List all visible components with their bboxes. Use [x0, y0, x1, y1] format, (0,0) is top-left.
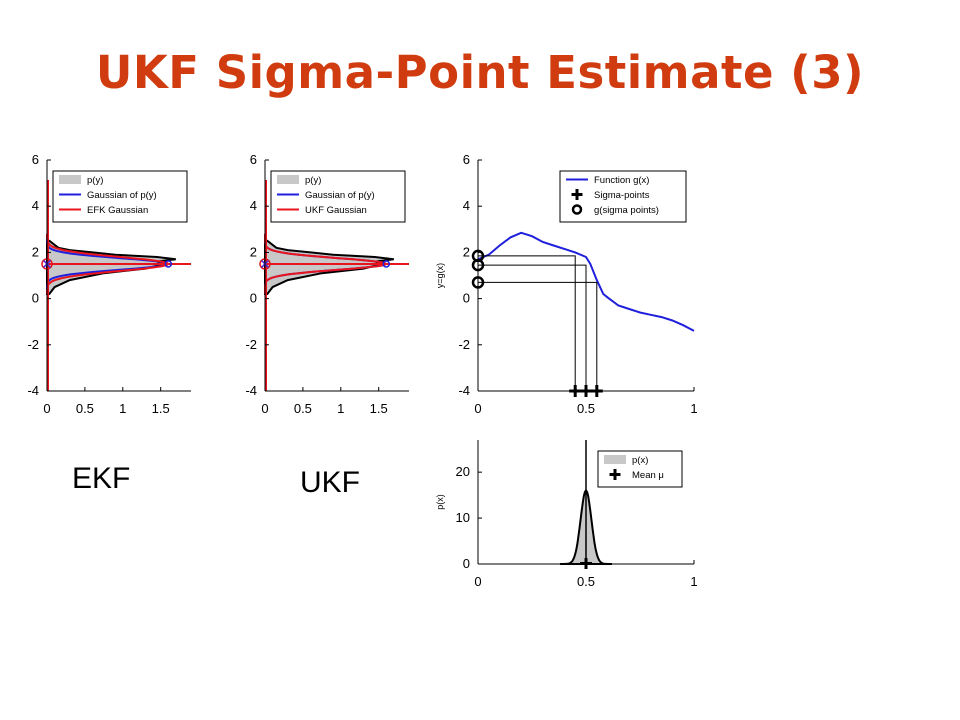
x-tick-label: 1.5	[152, 401, 170, 416]
y-tick-label: 6	[32, 152, 39, 167]
projection-line	[478, 264, 587, 391]
x-tick-label: 0.5	[577, 401, 595, 416]
legend-plus-marker	[571, 189, 583, 200]
y-tick-label: 2	[463, 244, 470, 259]
x-tick-label: 0	[43, 401, 50, 416]
legend-label: p(y)	[87, 175, 103, 186]
y-tick-label: 0	[250, 291, 257, 306]
legend-circle-marker	[571, 204, 583, 215]
y-tick-label: -4	[27, 383, 39, 398]
y-tick-label: 4	[32, 198, 39, 213]
legend-swatch-fill	[277, 175, 299, 184]
y-tick-label: 6	[250, 152, 257, 167]
legend-label: Mean μ	[632, 470, 664, 481]
function-g-line	[477, 231, 695, 332]
legend-label: p(y)	[305, 175, 321, 186]
legend-label: Gaussian of p(y)	[305, 190, 375, 201]
y-tick-label: 0	[32, 291, 39, 306]
legend-swatch-fill	[59, 175, 81, 184]
y-tick-label: -4	[245, 383, 257, 398]
legend-label: UKF Gaussian	[305, 205, 367, 216]
peak-circle-marker	[164, 260, 173, 268]
legend-plus-marker	[609, 469, 621, 480]
legend-label: g(sigma points)	[594, 205, 659, 216]
x-tick-label: 1	[119, 401, 126, 416]
x-tick-label: 1.5	[370, 401, 388, 416]
y-tick-label: -2	[458, 337, 470, 352]
x-tick-label: 0	[474, 401, 481, 416]
legend-swatch-fill	[604, 455, 626, 464]
legend-label: EFK Gaussian	[87, 205, 148, 216]
y-tick-label: 0	[463, 291, 470, 306]
legend-label: Sigma-points	[594, 190, 650, 201]
ekf-caption: EKF	[72, 462, 131, 495]
y-tick-label: 0	[463, 556, 470, 571]
slide-title: UKF Sigma-Point Estimate (3)	[95, 46, 865, 99]
y-tick-label: 2	[32, 244, 39, 259]
y-tick-label: 4	[463, 198, 470, 213]
projection-line	[478, 281, 598, 391]
peak-circle-marker	[382, 260, 391, 268]
x-tick-label: 0.5	[294, 401, 312, 416]
x-tick-label: 1	[337, 401, 344, 416]
x-tick-label: 0	[474, 574, 481, 589]
y-tick-label: 2	[250, 244, 257, 259]
y-axis-label: p(x)	[435, 494, 445, 510]
legend-label: Function g(x)	[594, 175, 649, 186]
x-tick-label: 1	[690, 574, 697, 589]
y-tick-label: 6	[463, 152, 470, 167]
y-axis-label: y=g(x)	[435, 263, 445, 288]
ukf-caption: UKF	[300, 466, 360, 499]
x-tick-label: 1	[690, 401, 697, 416]
x-tick-label: 0.5	[76, 401, 94, 416]
y-tick-label: 20	[456, 464, 470, 479]
legend-label: Gaussian of p(y)	[87, 190, 157, 201]
y-tick-label: -2	[245, 337, 257, 352]
y-tick-label: -2	[27, 337, 39, 352]
projection-line	[478, 255, 576, 391]
y-tick-label: 4	[250, 198, 257, 213]
y-tick-label: -4	[458, 383, 470, 398]
legend-label: p(x)	[632, 455, 648, 466]
y-tick-label: 10	[456, 510, 470, 525]
x-tick-label: 0	[261, 401, 268, 416]
x-tick-label: 0.5	[577, 574, 595, 589]
